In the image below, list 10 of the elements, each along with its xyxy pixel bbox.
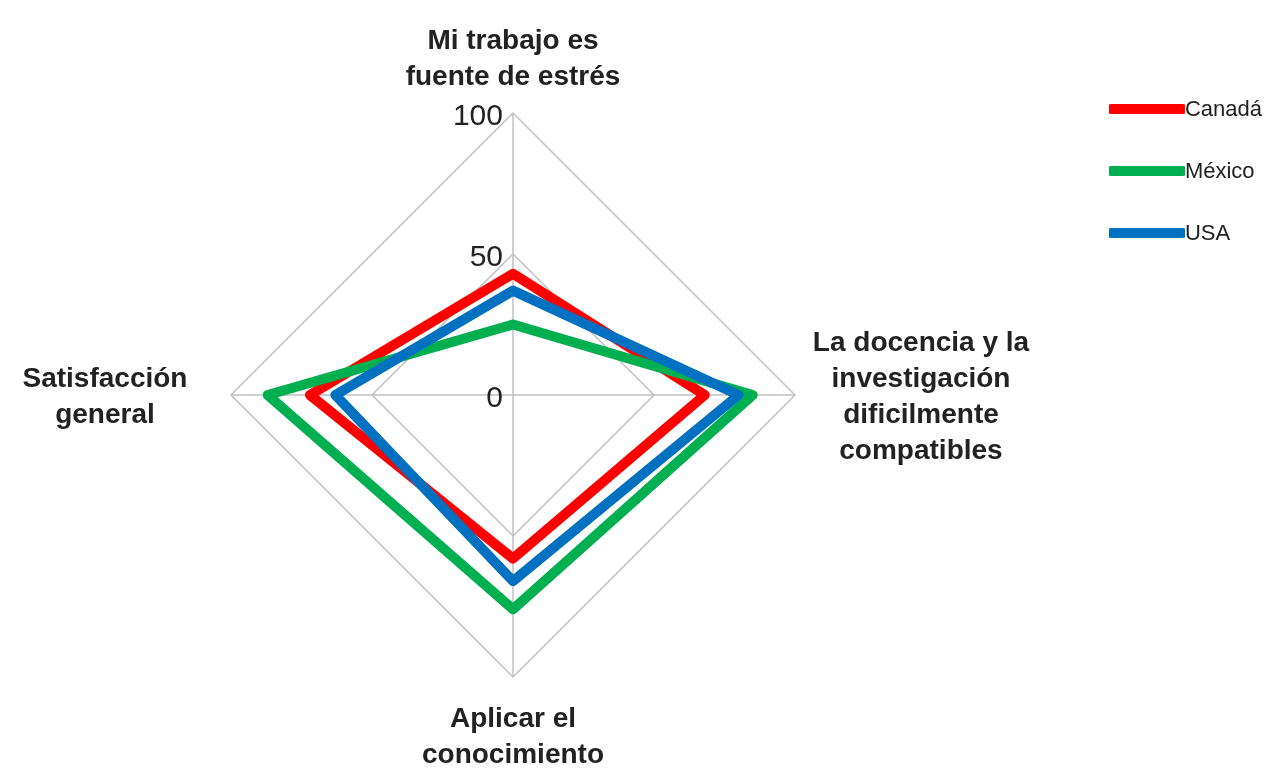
spoke-label: Aplicar el conocimiento	[421, 702, 605, 770]
legend-label: México	[1184, 158, 1255, 184]
y-tick-label: 0	[486, 380, 503, 413]
y-tick-label: 50	[469, 239, 503, 272]
legend-label: USA	[1184, 220, 1231, 246]
spoke-label: Mi trabajo es fuente de estrés	[405, 24, 621, 91]
spoke-label: Satisfacción general	[22, 361, 188, 429]
legend-label: Canadá	[1184, 96, 1262, 122]
spoke-label: La docencia y la investigación dificilmente compatibles	[812, 325, 1030, 465]
y-tick-label: 100	[452, 98, 503, 131]
